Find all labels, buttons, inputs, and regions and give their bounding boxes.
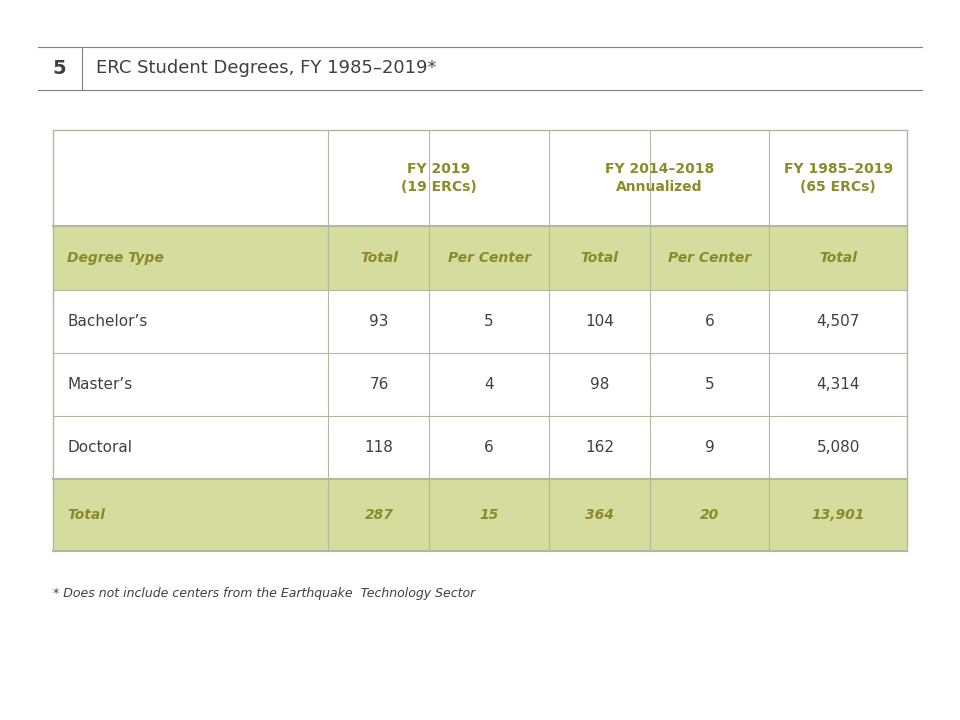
Bar: [429, 353, 549, 416]
Text: 104: 104: [585, 314, 613, 329]
Text: 5: 5: [485, 314, 494, 329]
Bar: [328, 416, 429, 480]
Bar: [549, 353, 650, 416]
Text: FY 2019
(19 ERCs): FY 2019 (19 ERCs): [400, 162, 476, 194]
Bar: [549, 130, 650, 227]
Text: Total: Total: [819, 251, 857, 265]
Text: 5: 5: [53, 59, 66, 78]
Bar: [769, 353, 907, 416]
Bar: [429, 480, 549, 551]
Text: 15: 15: [480, 508, 499, 522]
Bar: [769, 289, 907, 353]
Bar: [429, 289, 549, 353]
Text: FY 1985–2019
(65 ERCs): FY 1985–2019 (65 ERCs): [783, 162, 893, 194]
Bar: [429, 130, 549, 227]
Bar: [549, 480, 650, 551]
Text: 162: 162: [585, 440, 614, 455]
Bar: [769, 480, 907, 551]
Bar: [769, 130, 907, 227]
Text: 76: 76: [370, 377, 389, 392]
Bar: [650, 480, 769, 551]
Bar: [53, 480, 328, 551]
Bar: [53, 227, 328, 289]
Text: 98: 98: [589, 377, 609, 392]
Bar: [328, 130, 429, 227]
Bar: [650, 289, 769, 353]
Bar: [53, 416, 328, 480]
Text: 5: 5: [705, 377, 714, 392]
Text: Master’s: Master’s: [67, 377, 132, 392]
Text: * Does not include centers from the Earthquake  Technology Sector: * Does not include centers from the Eart…: [53, 587, 475, 600]
Text: 6: 6: [705, 314, 714, 329]
Text: 4: 4: [485, 377, 494, 392]
Text: Per Center: Per Center: [668, 251, 752, 265]
Bar: [650, 227, 769, 289]
Text: 93: 93: [370, 314, 389, 329]
Bar: [549, 227, 650, 289]
Bar: [328, 289, 429, 353]
Text: Doctoral: Doctoral: [67, 440, 132, 455]
Text: 4,314: 4,314: [817, 377, 860, 392]
Bar: [429, 227, 549, 289]
Bar: [429, 416, 549, 480]
Text: Degree Type: Degree Type: [67, 251, 164, 265]
Bar: [53, 130, 328, 227]
Text: 13,901: 13,901: [811, 508, 865, 522]
Text: Bachelor’s: Bachelor’s: [67, 314, 148, 329]
Bar: [53, 289, 328, 353]
Bar: [549, 289, 650, 353]
Bar: [328, 227, 429, 289]
Text: 364: 364: [585, 508, 613, 522]
Text: Total: Total: [581, 251, 618, 265]
Bar: [650, 353, 769, 416]
Bar: [53, 353, 328, 416]
Text: 4,507: 4,507: [817, 314, 860, 329]
Bar: [650, 416, 769, 480]
Bar: [328, 480, 429, 551]
Bar: [328, 353, 429, 416]
Bar: [650, 130, 769, 227]
Text: 20: 20: [700, 508, 719, 522]
Text: 6: 6: [484, 440, 494, 455]
Text: FY 2014–2018
Annualized: FY 2014–2018 Annualized: [605, 162, 714, 194]
Bar: [769, 416, 907, 480]
Bar: [549, 416, 650, 480]
Text: 9: 9: [705, 440, 714, 455]
Bar: [769, 227, 907, 289]
Text: ERC Student Degrees, FY 1985–2019*: ERC Student Degrees, FY 1985–2019*: [96, 60, 437, 78]
Text: 287: 287: [365, 508, 394, 522]
Text: Total: Total: [360, 251, 398, 265]
Text: Per Center: Per Center: [447, 251, 531, 265]
Text: 5,080: 5,080: [817, 440, 860, 455]
Text: 118: 118: [365, 440, 394, 455]
Text: Total: Total: [67, 508, 106, 522]
